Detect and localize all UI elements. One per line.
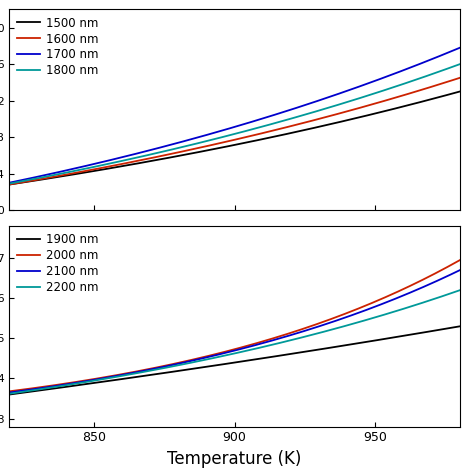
1800 nm bbox=[7, 181, 12, 186]
Line: 1500 nm: 1500 nm bbox=[9, 91, 460, 184]
2000 nm bbox=[185, 358, 191, 364]
1600 nm bbox=[185, 147, 191, 153]
2000 nm bbox=[332, 315, 337, 320]
1700 nm bbox=[61, 168, 66, 174]
1700 nm bbox=[332, 92, 337, 98]
1500 nm bbox=[332, 120, 337, 126]
2100 nm bbox=[334, 318, 339, 323]
1500 nm bbox=[334, 120, 339, 126]
X-axis label: Temperature (K): Temperature (K) bbox=[167, 450, 302, 468]
1900 nm bbox=[61, 384, 66, 390]
1900 nm bbox=[334, 344, 339, 349]
1800 nm bbox=[290, 115, 296, 121]
2000 nm bbox=[290, 329, 296, 335]
1500 nm bbox=[61, 173, 66, 179]
1700 nm bbox=[185, 137, 191, 143]
Legend: 1500 nm, 1600 nm, 1700 nm, 1800 nm: 1500 nm, 1600 nm, 1700 nm, 1800 nm bbox=[15, 15, 100, 79]
1500 nm bbox=[457, 89, 463, 94]
2200 nm bbox=[154, 367, 159, 373]
1800 nm bbox=[332, 103, 337, 109]
2000 nm bbox=[154, 365, 159, 370]
1900 nm bbox=[154, 371, 159, 377]
1800 nm bbox=[154, 150, 159, 156]
1600 nm bbox=[457, 75, 463, 81]
Line: 1900 nm: 1900 nm bbox=[9, 326, 460, 394]
2100 nm bbox=[457, 267, 463, 273]
2200 nm bbox=[334, 325, 339, 331]
2200 nm bbox=[185, 361, 191, 366]
1700 nm bbox=[457, 45, 463, 51]
Line: 2200 nm: 2200 nm bbox=[9, 290, 460, 394]
Legend: 1900 nm, 2000 nm, 2100 nm, 2200 nm: 1900 nm, 2000 nm, 2100 nm, 2200 nm bbox=[15, 232, 100, 295]
1900 nm bbox=[457, 323, 463, 329]
2200 nm bbox=[61, 383, 66, 389]
2100 nm bbox=[332, 319, 337, 324]
1600 nm bbox=[334, 111, 339, 117]
2000 nm bbox=[61, 381, 66, 387]
1700 nm bbox=[290, 106, 296, 112]
1800 nm bbox=[457, 61, 463, 67]
1600 nm bbox=[290, 123, 296, 128]
1900 nm bbox=[7, 392, 12, 397]
1500 nm bbox=[154, 157, 159, 163]
2200 nm bbox=[332, 326, 337, 332]
1700 nm bbox=[334, 91, 339, 97]
1600 nm bbox=[7, 182, 12, 187]
2100 nm bbox=[7, 390, 12, 395]
1600 nm bbox=[154, 154, 159, 160]
Line: 2100 nm: 2100 nm bbox=[9, 270, 460, 392]
2100 nm bbox=[185, 359, 191, 365]
1500 nm bbox=[185, 151, 191, 157]
Line: 1700 nm: 1700 nm bbox=[9, 48, 460, 182]
2200 nm bbox=[457, 287, 463, 293]
1900 nm bbox=[332, 344, 337, 350]
1800 nm bbox=[334, 102, 339, 108]
Line: 2000 nm: 2000 nm bbox=[9, 260, 460, 392]
2000 nm bbox=[457, 257, 463, 263]
Line: 1800 nm: 1800 nm bbox=[9, 64, 460, 183]
1800 nm bbox=[185, 143, 191, 148]
2100 nm bbox=[61, 382, 66, 388]
2200 nm bbox=[7, 391, 12, 397]
1500 nm bbox=[290, 130, 296, 136]
2000 nm bbox=[334, 314, 339, 320]
2100 nm bbox=[290, 332, 296, 337]
1900 nm bbox=[185, 367, 191, 373]
Line: 1600 nm: 1600 nm bbox=[9, 78, 460, 184]
1700 nm bbox=[154, 146, 159, 151]
1900 nm bbox=[290, 351, 296, 356]
1600 nm bbox=[332, 112, 337, 118]
1500 nm bbox=[7, 182, 12, 187]
1600 nm bbox=[61, 172, 66, 178]
1800 nm bbox=[61, 170, 66, 176]
2100 nm bbox=[154, 365, 159, 371]
2200 nm bbox=[290, 337, 296, 343]
2000 nm bbox=[7, 389, 12, 394]
1700 nm bbox=[7, 180, 12, 185]
